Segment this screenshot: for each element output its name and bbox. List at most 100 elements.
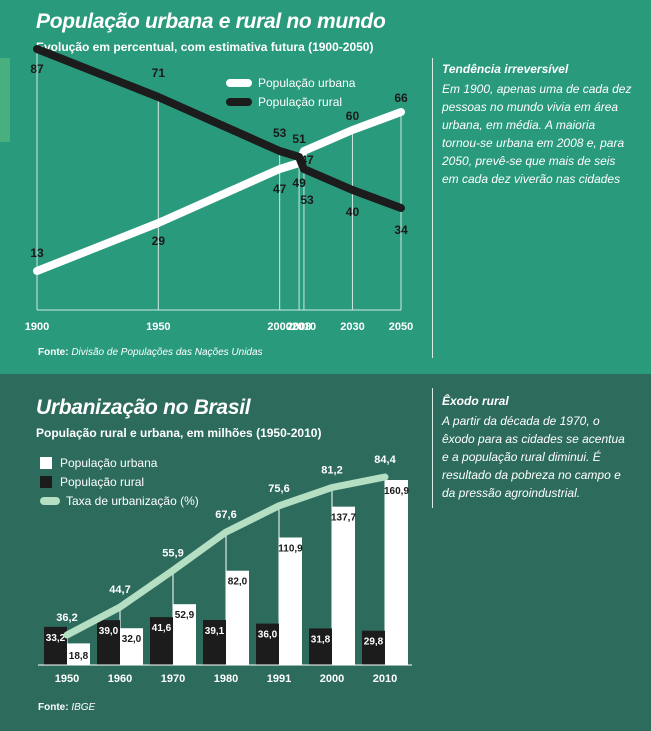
brazil-legend-rural: População rural [40,475,144,489]
brazil-rural-value-label: 39,1 [205,626,225,637]
world-rural-data-label: 53 [273,126,287,140]
brazil-rate-value-label: 75,6 [268,483,289,495]
world-rural-data-label: 47 [300,153,314,167]
brazil-urban-value-label: 18,8 [69,651,89,662]
world-chart-title: População urbana e rural no mundo [36,10,386,33]
world-rural-data-label: 87 [30,62,44,76]
brazil-urban-value-label: 160,9 [384,486,409,497]
world-source: Fonte: Divisão de Populações das Nações … [38,347,263,358]
brazil-urban-bar [385,480,408,665]
world-note-title: Tendência irreversível [442,62,569,76]
brazil-x-tick-label: 2010 [373,673,397,685]
brazil-rate-value-label: 44,7 [109,584,130,596]
brazil-rural-bar [309,628,332,665]
brazil-urban-bar [67,643,90,665]
world-urban-data-label: 53 [300,193,314,207]
brazil-source-text: IBGE [71,702,96,713]
brazil-urban-value-label: 137,7 [331,513,356,524]
brazil-x-tick-label: 1991 [267,673,291,685]
brazil-rural-bar [362,630,385,665]
world-urban-data-label: 66 [394,91,408,105]
world-x-tick-label: 2010 [292,321,316,333]
brazil-urban-bar [279,537,302,665]
brazil-x-tick-label: 1950 [55,673,79,685]
brazil-rural-value-label: 31,8 [311,634,331,645]
brazil-urban-bar [226,570,249,665]
brazil-urban-bar [332,506,355,665]
brazil-legend-rate: Taxa de urbanização (%) [40,494,199,508]
world-chart-subtitle: Evolução em percentual, com estimativa f… [36,40,374,54]
brazil-rural-value-label: 29,8 [364,637,384,648]
brazil-urban-value-label: 110,9 [278,543,303,554]
brazil-rate-value-label: 81,2 [321,464,342,476]
world-urban-data-label: 13 [30,246,44,260]
brazil-rural-bar [97,620,120,665]
brazil-chart-title: Urbanização no Brasil [36,396,251,419]
brazil-rural-value-label: 41,6 [152,623,172,634]
brazil-rural-bar [256,623,279,665]
world-x-tick-label: 2008 [287,321,311,333]
world-rural-data-label: 40 [346,205,360,219]
world-rural-data-label: 34 [394,223,408,237]
brazil-legend-urban: População urbana [40,456,157,470]
brazil-rate-value-label: 55,9 [162,547,183,559]
world-rural-data-label: 51 [292,132,306,146]
legend-urban-box-swatch [40,457,52,469]
brazil-urbanization-rate-line [63,473,389,639]
world-source-text: Divisão de Populações das Nações Unidas [71,347,263,358]
world-legend-urban: População urbana [226,76,355,90]
brazil-x-tick-label: 1970 [161,673,185,685]
world-x-tick-label: 1950 [146,321,170,333]
world-rural-series-line [33,45,405,212]
world-urban-data-label: 47 [273,182,287,196]
brazil-rural-value-label: 39,0 [99,626,119,637]
world-x-tick-label: 1900 [25,321,49,333]
brazil-source-label: Fonte: [38,702,69,713]
brazil-panel [0,374,651,731]
world-note-text: Em 1900, apenas uma de cada dez pessoas … [442,82,632,186]
brazil-legend-rate-label: Taxa de urbanização (%) [66,494,199,508]
brazil-rural-value-label: 33,2 [46,633,66,644]
brazil-rate-value-label: 36,2 [56,612,77,624]
brazil-legend-rural-label: População rural [60,475,145,489]
brazil-rural-bar [203,620,226,665]
world-x-tick-label: 2030 [340,321,364,333]
legend-urban-label: População urbana [258,76,356,90]
note-divider-bottom [432,388,433,508]
brazil-source: Fonte: IBGE [38,702,95,713]
world-urban-data-label: 60 [346,109,360,123]
world-urban-data-label: 49 [292,176,306,190]
legend-rate-line-swatch [40,497,60,505]
brazil-x-tick-label: 2000 [320,673,344,685]
brazil-urban-value-label: 52,9 [175,610,195,621]
world-urban-data-label: 29 [152,234,166,248]
world-x-tick-label: 2000 [267,321,291,333]
brazil-legend-urban-label: População urbana [60,456,158,470]
world-source-label: Fonte: [38,347,69,358]
legend-urban-line-swatch [226,79,252,87]
brazil-x-tick-label: 1960 [108,673,132,685]
brazil-urban-value-label: 82,0 [228,577,248,588]
world-legend-rural: População rural [226,95,342,109]
brazil-rate-value-label: 67,6 [215,509,236,521]
brazil-rural-bar [150,617,173,665]
brazil-urban-bar [120,628,143,665]
world-panel [0,0,651,374]
legend-rural-line-swatch [226,98,252,106]
brazil-urban-value-label: 32,0 [122,634,142,645]
brazil-rural-value-label: 36,0 [258,630,278,641]
brazil-x-tick-label: 1980 [214,673,238,685]
brazil-rural-bar [44,626,67,665]
brazil-note-text: A partir da década de 1970, o êxodo para… [442,414,625,500]
accent-bar [0,58,10,142]
note-divider-top [432,58,433,358]
legend-rural-label: População rural [258,95,343,109]
brazil-rate-value-label: 84,4 [374,454,396,466]
world-rural-data-label: 71 [152,66,166,80]
brazil-note-title: Êxodo rural [442,394,509,408]
world-x-tick-label: 2050 [389,321,413,333]
legend-rural-box-swatch [40,476,52,488]
